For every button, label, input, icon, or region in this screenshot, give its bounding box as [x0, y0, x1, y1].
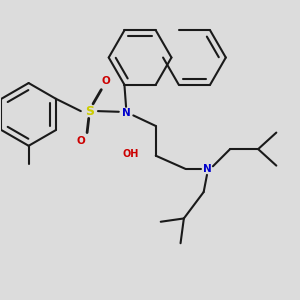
Text: S: S [85, 105, 94, 118]
Text: O: O [102, 76, 111, 86]
Text: OH: OH [123, 149, 139, 159]
Text: O: O [76, 136, 85, 146]
Text: N: N [202, 164, 211, 174]
Text: N: N [122, 108, 130, 118]
